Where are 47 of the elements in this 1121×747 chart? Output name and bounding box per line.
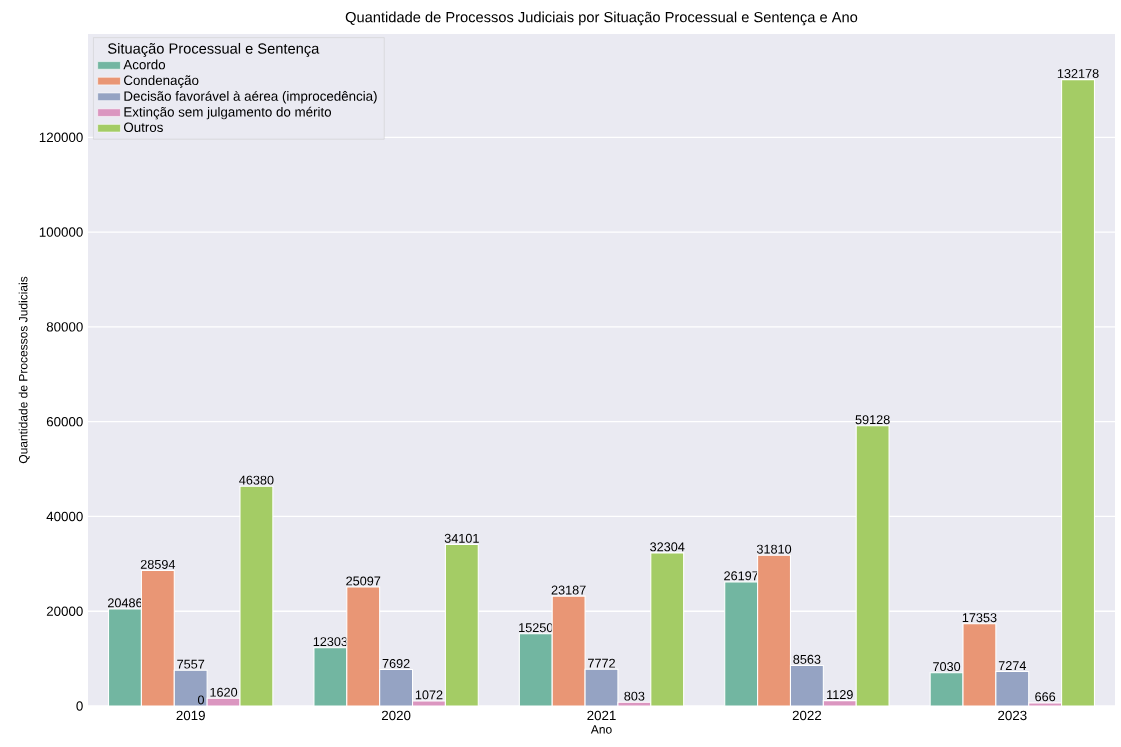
x-tick-label: 2023	[998, 710, 1027, 721]
data-label: 8563	[793, 654, 821, 664]
data-label: 7030	[933, 662, 961, 672]
data-label: 28594	[140, 559, 176, 569]
legend-title: Situação Processual e Sentença	[108, 42, 320, 57]
data-label: 1620	[210, 687, 238, 697]
annotation: 0	[197, 695, 204, 705]
x-axis-title: Ano	[590, 725, 612, 734]
data-label: 7274	[998, 661, 1027, 670]
y-tick-label: 60000	[46, 416, 83, 427]
legend-label: Extinção sem julgamento do mérito	[124, 106, 332, 120]
data-label: 132178	[1057, 69, 1099, 78]
y-axis-title: Quantidade de Processos Judiciais	[18, 276, 30, 464]
y-tick-label: 0	[76, 701, 83, 711]
legend-label: Outros	[124, 122, 163, 132]
data-label: 31810	[756, 544, 792, 554]
x-tick-label: 2019	[176, 710, 205, 721]
data-label: 1129	[827, 690, 853, 700]
data-label: 666	[1035, 692, 1056, 702]
data-label: 32304	[650, 542, 685, 552]
y-tick-label: 20000	[46, 606, 83, 616]
data-label: 7772	[588, 658, 615, 668]
chart-title: Quantidade de Processos Judiciais por Situação Processual e Sentença e Ano	[345, 11, 858, 26]
data-label: 46380	[239, 475, 274, 485]
data-label: 20486	[107, 598, 143, 608]
data-label: 7557	[177, 659, 205, 669]
data-label: 803	[624, 691, 645, 701]
data-label: 26197	[724, 571, 759, 581]
legend-label: Acordo	[123, 59, 166, 70]
data-label: 17353	[962, 613, 997, 623]
y-tick-label: 40000	[46, 511, 83, 522]
legend-label: Decisão favorável à aérea (improcedência)	[124, 90, 377, 104]
x-tick-label: 2022	[792, 710, 822, 721]
data-label: 34101	[444, 533, 479, 543]
data-label: 59128	[855, 415, 890, 425]
data-label: 1072	[415, 690, 443, 700]
data-label: 12303	[313, 637, 348, 647]
y-tick-label: 100000	[39, 227, 83, 237]
x-tick-label: 2021	[587, 710, 616, 721]
x-tick-label: 2020	[381, 710, 411, 721]
data-label: 15250	[519, 623, 553, 633]
y-tick-label: 120000	[39, 132, 83, 143]
data-label: 25097	[346, 576, 381, 586]
legend-label: Condenação	[124, 75, 199, 88]
y-tick-label: 80000	[46, 322, 83, 332]
data-label: 23187	[551, 585, 586, 595]
data-label: 7692	[382, 658, 410, 668]
